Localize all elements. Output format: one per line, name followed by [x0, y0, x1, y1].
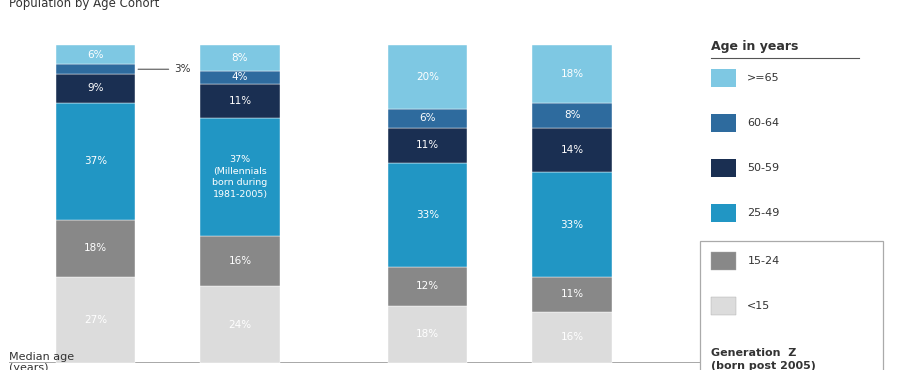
Text: 6%: 6%	[419, 113, 436, 124]
Bar	[533, 277, 612, 312]
Bar	[533, 172, 612, 277]
FancyBboxPatch shape	[711, 297, 736, 315]
FancyBboxPatch shape	[711, 159, 736, 177]
Text: Age in years: Age in years	[711, 40, 799, 53]
Text: 33%: 33%	[561, 220, 583, 230]
Bar	[388, 163, 467, 268]
Bar	[388, 306, 467, 363]
Bar	[56, 102, 135, 220]
Bar	[533, 128, 612, 172]
Text: 37%
(Millennials
born during
1981-2005): 37% (Millennials born during 1981-2005)	[212, 155, 267, 199]
Bar	[388, 268, 467, 306]
Text: >=65: >=65	[747, 73, 780, 83]
Text: <15: <15	[747, 301, 770, 311]
Text: 8%: 8%	[563, 110, 580, 120]
Bar	[56, 46, 135, 64]
Text: Population by Age Cohort: Population by Age Cohort	[9, 0, 159, 10]
Text: 16%: 16%	[561, 332, 583, 342]
Bar	[201, 46, 280, 71]
Text: 9%: 9%	[87, 83, 104, 93]
Text: 11%: 11%	[416, 140, 439, 150]
Text: 3%: 3%	[175, 64, 191, 74]
Text: 60-64: 60-64	[747, 118, 779, 128]
Text: 18%: 18%	[84, 243, 107, 253]
Text: 27%: 27%	[84, 315, 107, 325]
Text: 14%: 14%	[561, 145, 583, 155]
Text: 4%: 4%	[231, 72, 248, 82]
Text: 8%: 8%	[231, 53, 248, 63]
Bar	[533, 102, 612, 128]
FancyBboxPatch shape	[700, 241, 884, 370]
FancyBboxPatch shape	[711, 252, 736, 270]
Text: 24%: 24%	[229, 320, 252, 330]
Bar	[56, 220, 135, 277]
Text: 18%: 18%	[561, 69, 583, 79]
Text: 37%: 37%	[84, 156, 107, 166]
Bar	[201, 71, 280, 84]
Text: 20%: 20%	[416, 72, 439, 82]
Text: 33%: 33%	[416, 210, 439, 220]
Bar	[388, 128, 467, 163]
Text: 18%: 18%	[416, 329, 439, 339]
Bar	[201, 286, 280, 363]
Bar	[56, 74, 135, 102]
Text: 6%: 6%	[87, 50, 104, 60]
Text: Generation  Z
(born post 2005): Generation Z (born post 2005)	[711, 348, 816, 370]
Text: 50-59: 50-59	[747, 163, 779, 173]
Bar	[388, 109, 467, 128]
Text: 11%: 11%	[561, 289, 583, 299]
Bar	[56, 277, 135, 363]
Text: 12%: 12%	[416, 282, 439, 292]
Bar	[56, 64, 135, 74]
Bar	[533, 312, 612, 363]
Bar	[201, 118, 280, 236]
Bar	[388, 46, 467, 109]
Bar	[201, 84, 280, 118]
Bar	[201, 236, 280, 286]
FancyBboxPatch shape	[711, 69, 736, 87]
FancyBboxPatch shape	[711, 204, 736, 222]
Bar	[533, 46, 612, 102]
Text: 16%: 16%	[229, 256, 252, 266]
Text: 25-49: 25-49	[747, 208, 779, 218]
Text: Median age
(years): Median age (years)	[9, 352, 74, 370]
Text: 11%: 11%	[229, 96, 252, 106]
Text: 15-24: 15-24	[747, 256, 779, 266]
FancyBboxPatch shape	[711, 114, 736, 132]
